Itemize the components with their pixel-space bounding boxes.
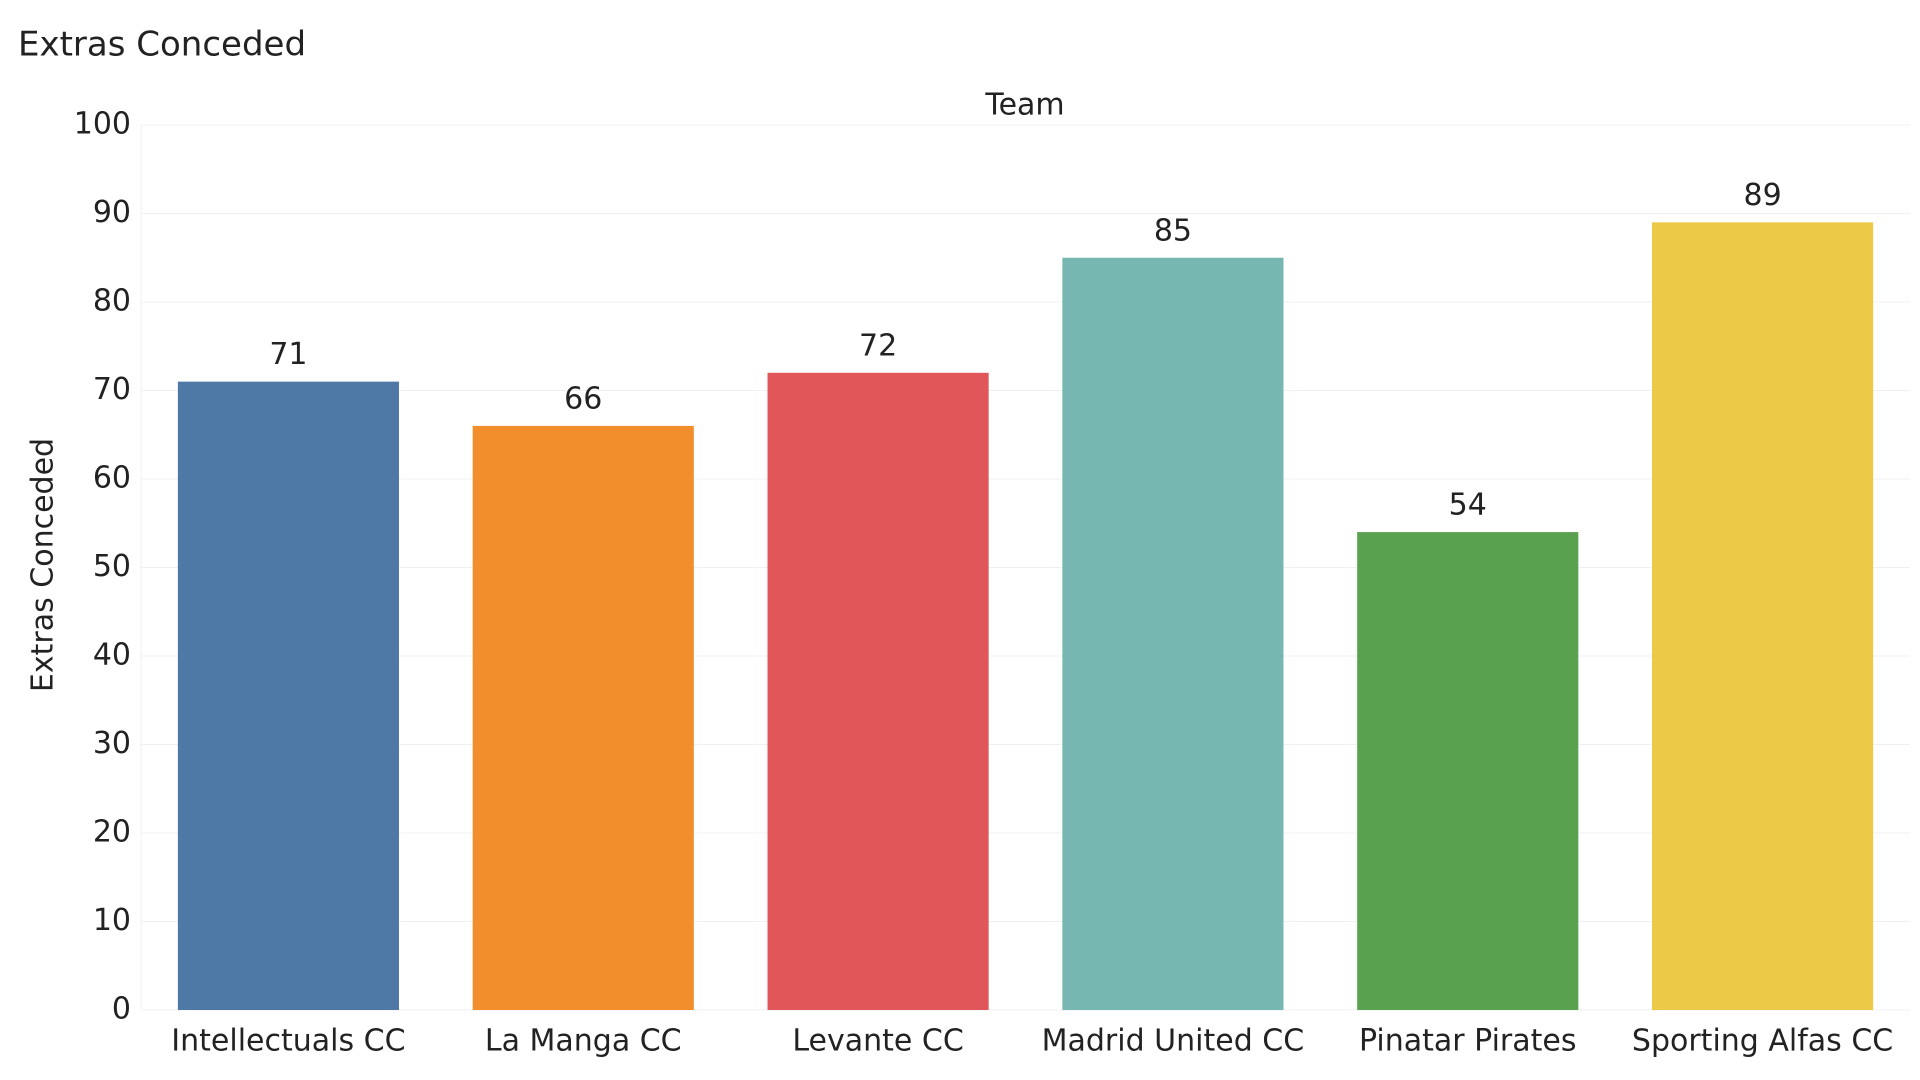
x-tick-label: La Manga CC [485, 1024, 682, 1059]
y-tick-label: 30 [93, 726, 131, 761]
bar [767, 372, 989, 1010]
x-tick-label: Madrid United CC [1042, 1024, 1305, 1059]
x-tick-label: Levante CC [792, 1024, 963, 1059]
y-tick-label: 90 [93, 195, 131, 230]
chart-title: Extras Conceded [18, 25, 306, 65]
y-tick-label: 50 [93, 549, 131, 584]
bar [1062, 257, 1284, 1010]
x-tick-label: Sporting Alfas CC [1632, 1024, 1893, 1059]
y-tick-label: 10 [93, 903, 131, 938]
column-header: Team [984, 88, 1064, 123]
value-label: 89 [1743, 178, 1781, 213]
y-tick-label: 0 [112, 992, 131, 1027]
y-tick-label: 20 [93, 815, 131, 850]
value-label: 85 [1154, 213, 1192, 248]
value-label: 72 [859, 328, 897, 363]
y-tick-label: 40 [93, 638, 131, 673]
y-tick-label: 70 [93, 372, 131, 407]
bar [1357, 532, 1579, 1010]
y-axis-label: Extras Conceded [26, 438, 61, 692]
y-tick-label: 80 [93, 284, 131, 319]
bar [1652, 222, 1874, 1011]
y-tick-label: 60 [93, 461, 131, 496]
x-tick-label: Pinatar Pirates [1359, 1024, 1577, 1059]
y-tick-label: 100 [74, 107, 131, 142]
x-tick-label: Intellectuals CC [171, 1024, 405, 1059]
bar [177, 381, 399, 1010]
value-label: 71 [269, 337, 307, 372]
bar [472, 425, 694, 1010]
value-label: 66 [564, 381, 602, 416]
value-label: 54 [1449, 488, 1487, 523]
